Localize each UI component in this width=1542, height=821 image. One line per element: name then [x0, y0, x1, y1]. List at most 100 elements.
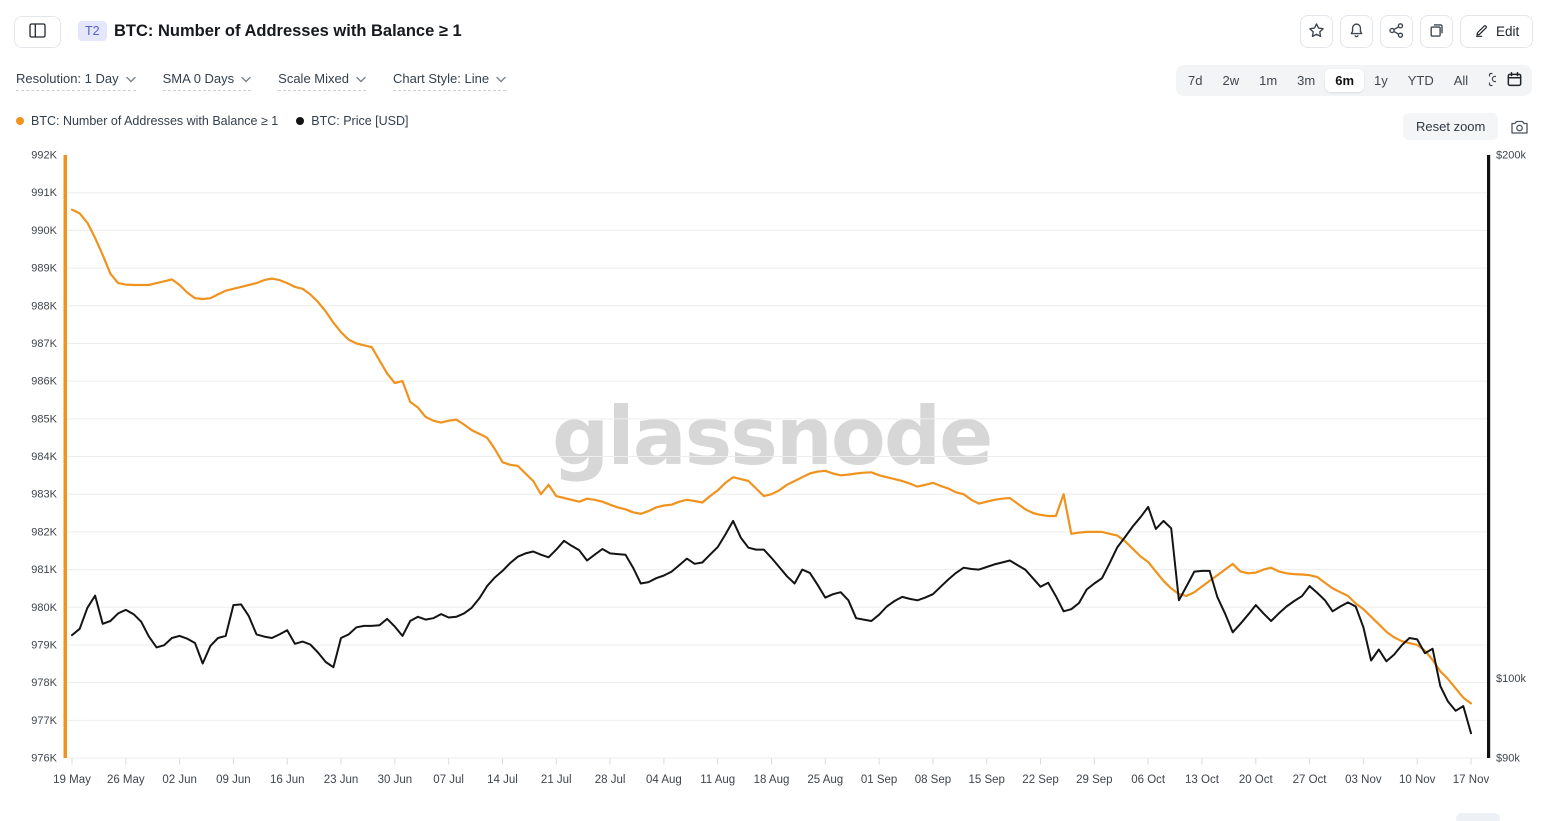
range-all[interactable]: All	[1453, 73, 1469, 88]
range-1m[interactable]: 1m	[1259, 73, 1278, 88]
series-price	[71, 505, 1472, 735]
edit-button-label: Edit	[1496, 24, 1520, 39]
svg-text:25 Aug: 25 Aug	[807, 774, 843, 786]
duplicate-button[interactable]	[1420, 15, 1453, 48]
svg-text:17 Nov: 17 Nov	[1453, 774, 1490, 786]
svg-text:987K: 987K	[31, 338, 57, 350]
svg-text:29 Sep: 29 Sep	[1076, 774, 1112, 786]
svg-text:989K: 989K	[31, 263, 57, 275]
alerts-button[interactable]	[1340, 15, 1373, 48]
left-axis-labels: 992K 991K 990K 989K 988K 987K 986K 985K 984K 983K…	[31, 150, 57, 765]
svg-text:04 Aug: 04 Aug	[646, 774, 682, 786]
svg-text:980K: 980K	[31, 602, 57, 614]
chart-legend: BTC: Number of Addresses with Balance ≥ …	[16, 114, 409, 128]
svg-text:27 Oct: 27 Oct	[1293, 774, 1328, 786]
scale-dropdown-label: Scale Mixed	[278, 71, 349, 86]
svg-text:09 Jun: 09 Jun	[216, 774, 251, 786]
svg-text:20 Oct: 20 Oct	[1239, 774, 1274, 786]
chevron-down-icon	[496, 71, 506, 86]
svg-text:08 Sep: 08 Sep	[915, 774, 951, 786]
svg-text:977K: 977K	[31, 715, 57, 727]
svg-text:10 Nov: 10 Nov	[1399, 774, 1436, 786]
chart-style-dropdown[interactable]: Chart Style: Line	[392, 71, 507, 91]
svg-text:11 Aug: 11 Aug	[700, 774, 735, 786]
svg-text:992K: 992K	[31, 150, 57, 162]
reset-zoom-button[interactable]: Reset zoom	[1403, 113, 1499, 140]
left-axis-bar	[63, 155, 67, 758]
svg-text:28 Jul: 28 Jul	[595, 774, 626, 786]
favorite-button[interactable]	[1300, 15, 1333, 48]
screenshot-button[interactable]	[1508, 117, 1532, 139]
camera-icon	[1510, 120, 1530, 139]
svg-text:01 Sep: 01 Sep	[861, 774, 897, 786]
scrollbar-thumb[interactable]	[1456, 813, 1500, 821]
share-button[interactable]	[1380, 15, 1413, 48]
sidebar-toggle-button[interactable]	[14, 16, 61, 48]
svg-text:15 Sep: 15 Sep	[969, 774, 1005, 786]
chart-style-dropdown-label: Chart Style: Line	[392, 71, 490, 86]
resolution-dropdown-label: Resolution: 1 Day	[16, 71, 119, 86]
svg-text:07 Jul: 07 Jul	[433, 774, 464, 786]
legend-item-addresses[interactable]: BTC: Number of Addresses with Balance ≥ …	[16, 114, 278, 128]
legend-label: BTC: Price [USD]	[311, 114, 409, 128]
resolution-dropdown[interactable]: Resolution: 1 Day	[16, 71, 136, 91]
range-1y[interactable]: 1y	[1374, 73, 1388, 88]
svg-text:988K: 988K	[31, 300, 57, 312]
bell-icon	[1348, 22, 1365, 42]
series-addresses	[70, 208, 1473, 705]
chevron-down-icon	[241, 71, 251, 86]
panel-layout-icon	[29, 23, 46, 41]
time-range-selector: 7d 2w 1m 3m 6m 1y YTD All	[1176, 65, 1516, 96]
chart-settings-toolbar: Resolution: 1 Day SMA 0 Days Scale Mixed…	[16, 71, 507, 91]
calendar-button[interactable]	[1496, 65, 1532, 96]
calendar-icon	[1506, 71, 1523, 91]
star-icon	[1308, 22, 1325, 42]
svg-text:26 May: 26 May	[107, 774, 145, 786]
sma-dropdown-label: SMA 0 Days	[162, 71, 235, 86]
svg-text:978K: 978K	[31, 677, 57, 689]
svg-text:$90k: $90k	[1496, 753, 1520, 765]
range-6m[interactable]: 6m	[1325, 69, 1365, 92]
share-icon	[1388, 22, 1405, 42]
svg-text:$100k: $100k	[1496, 673, 1526, 685]
svg-text:22 Sep: 22 Sep	[1022, 774, 1058, 786]
range-2w[interactable]: 2w	[1222, 73, 1240, 88]
edit-button[interactable]: Edit	[1460, 15, 1534, 48]
range-ytd[interactable]: YTD	[1407, 73, 1434, 88]
sma-dropdown[interactable]: SMA 0 Days	[162, 71, 252, 91]
page-title: BTC: Number of Addresses with Balance ≥ …	[114, 22, 462, 40]
x-axis: 19 May 26 May 02 Jun 09 Jun 16 Jun 23 Jun 30 J…	[53, 758, 1490, 786]
gridlines	[66, 192, 1488, 759]
range-7d[interactable]: 7d	[1188, 73, 1203, 88]
svg-text:990K: 990K	[31, 225, 57, 237]
svg-text:$200k: $200k	[1496, 150, 1526, 162]
svg-text:14 Jul: 14 Jul	[487, 774, 518, 786]
svg-text:16 Jun: 16 Jun	[270, 774, 305, 786]
glassnode-watermark: glassnode	[552, 390, 993, 483]
svg-text:985K: 985K	[31, 413, 57, 425]
legend-label: BTC: Number of Addresses with Balance ≥ …	[31, 114, 279, 128]
svg-text:991K: 991K	[31, 187, 57, 199]
svg-text:982K: 982K	[31, 526, 57, 538]
svg-text:976K: 976K	[31, 753, 57, 765]
pencil-icon	[1474, 23, 1489, 41]
tier-badge: T2	[78, 21, 107, 41]
scale-dropdown[interactable]: Scale Mixed	[278, 71, 366, 91]
right-axis-labels: $200k $100k $90k	[1496, 150, 1526, 765]
svg-text:30 Jun: 30 Jun	[378, 774, 413, 786]
svg-text:986K: 986K	[31, 376, 57, 388]
range-3m[interactable]: 3m	[1297, 73, 1316, 88]
svg-text:23 Jun: 23 Jun	[324, 774, 359, 786]
legend-dot-orange	[16, 117, 24, 125]
chevron-down-icon	[356, 71, 366, 86]
copy-icon	[1428, 22, 1445, 42]
svg-text:984K: 984K	[31, 451, 57, 463]
svg-text:02 Jun: 02 Jun	[162, 774, 197, 786]
svg-text:06 Oct: 06 Oct	[1131, 774, 1166, 786]
legend-dot-black	[296, 117, 305, 125]
svg-text:21 Jul: 21 Jul	[541, 774, 572, 786]
svg-text:981K: 981K	[31, 564, 57, 576]
legend-item-price[interactable]: BTC: Price [USD]	[296, 114, 409, 128]
